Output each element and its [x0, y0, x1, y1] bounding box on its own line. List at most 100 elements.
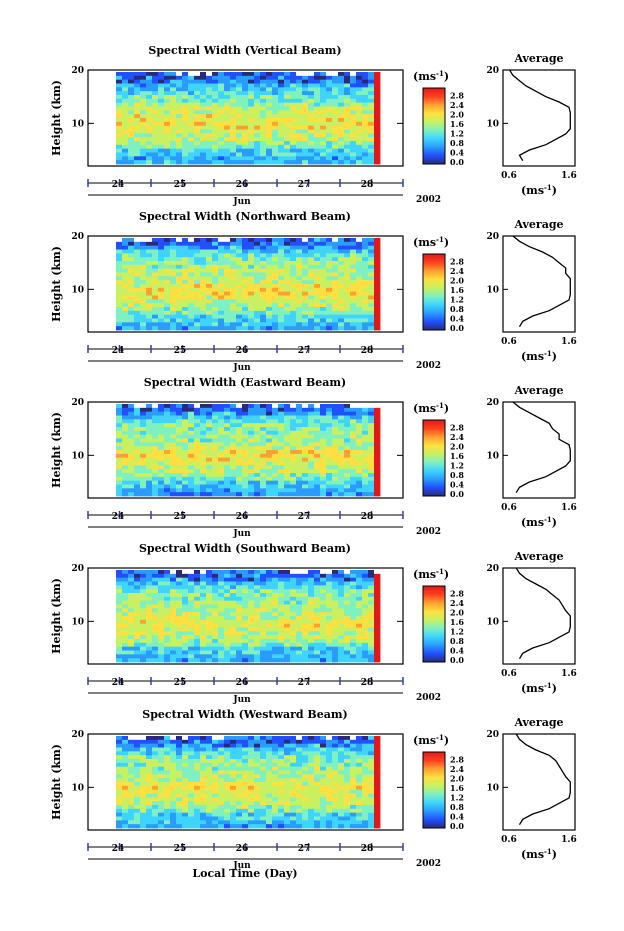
- heatmap-cell: [122, 276, 129, 281]
- heatmap-cell: [236, 642, 243, 648]
- heatmap-cell: [248, 473, 255, 478]
- heatmap-cell: [248, 743, 255, 748]
- heatmap-cell: [284, 488, 291, 493]
- heatmap-cell: [206, 484, 213, 489]
- heatmap-cell: [254, 287, 261, 293]
- heatmap-cell: [212, 646, 219, 651]
- heatmap-cell: [152, 465, 159, 470]
- heatmap-cell: [308, 148, 315, 153]
- heatmap-cell: [158, 816, 165, 821]
- heatmap-cell: [302, 245, 309, 250]
- heatmap-cell: [128, 144, 135, 150]
- heatmap-cell: [194, 589, 201, 594]
- heatmap-cell: [140, 419, 147, 424]
- heatmap-cell: [284, 295, 291, 300]
- heatmap-cell: [164, 268, 171, 273]
- heatmap-cell: [356, 114, 363, 119]
- heatmap-cell: [284, 152, 291, 157]
- heatmap-cell: [326, 95, 333, 100]
- heatmap-cell: [350, 295, 357, 300]
- heatmap-cell: [272, 95, 279, 100]
- heatmap-cell: [212, 129, 219, 134]
- heatmap-cell: [326, 639, 333, 644]
- heatmap-cell: [260, 291, 267, 296]
- heatmap-cell: [356, 407, 363, 413]
- heatmap-cell: [176, 492, 183, 497]
- heatmap-cell: [302, 152, 309, 157]
- heatmap-cell: [116, 125, 123, 130]
- heatmap-cell: [350, 152, 357, 157]
- heatmap-cell: [236, 461, 243, 466]
- heatmap-cell: [194, 747, 201, 752]
- heatmap-cell: [140, 465, 147, 470]
- heatmap-cell: [362, 291, 369, 296]
- heatmap-cell: [218, 257, 225, 262]
- plot-frame: [87, 235, 404, 333]
- heatmap-cell: [350, 600, 357, 605]
- heatmap-cell: [194, 476, 201, 482]
- heatmap-cell: [302, 257, 309, 262]
- heatmap-cell: [152, 604, 159, 609]
- heatmap-cell: [182, 110, 189, 115]
- heatmap-cell: [236, 137, 243, 142]
- heatmap-cell: [320, 156, 327, 161]
- heatmap-cell: [272, 616, 279, 621]
- heatmap-cell: [326, 642, 333, 648]
- heatmap-cell: [260, 95, 267, 100]
- heatmap-cell: [146, 404, 153, 409]
- heatmap-cell: [188, 589, 195, 594]
- heatmap-cell: [278, 238, 285, 243]
- heatmap-cell: [302, 83, 309, 88]
- heatmap-cell: [338, 423, 345, 428]
- heatmap-cell: [140, 581, 147, 586]
- heatmap-cell: [224, 307, 231, 312]
- heatmap-cell: [302, 125, 309, 130]
- heatmap-cell: [338, 114, 345, 119]
- heatmap-cell: [284, 75, 291, 81]
- heatmap-cell: [128, 484, 135, 489]
- heatmap-cell: [122, 287, 129, 293]
- heatmap-cell: [224, 450, 231, 455]
- heatmap-cell: [140, 407, 147, 413]
- heatmap-cell: [332, 581, 339, 586]
- heatmap-cell: [314, 72, 321, 77]
- heatmap-cell: [302, 639, 309, 644]
- heatmap-cell: [368, 257, 375, 262]
- heatmap-cell: [134, 820, 141, 825]
- heatmap-cell: [236, 465, 243, 470]
- heatmap-cell: [194, 616, 201, 621]
- heatmap-cell: [122, 461, 129, 466]
- heatmap-cell: [188, 469, 195, 474]
- heatmap-cell: [332, 152, 339, 157]
- heatmap-cell: [260, 453, 267, 459]
- heatmap-cell: [164, 450, 171, 455]
- heatmap-cell: [194, 129, 201, 134]
- heatmap-cell: [206, 654, 213, 659]
- heatmap-cell: [356, 635, 363, 640]
- heatmap-cell: [356, 581, 363, 586]
- heatmap-cell: [146, 133, 153, 138]
- heatmap-cell: [242, 404, 249, 409]
- heatmap-cell: [128, 121, 135, 127]
- heatmap-cell: [362, 95, 369, 100]
- heatmap-cell: [200, 469, 207, 474]
- heatmap-cell: [128, 465, 135, 470]
- heatmap-cell: [194, 623, 201, 628]
- heatmap-cell: [344, 287, 351, 293]
- heatmap-cell: [374, 272, 381, 277]
- heatmap-cell: [212, 98, 219, 104]
- average-x-tick-label: 1.6: [561, 337, 577, 347]
- heatmap-cell: [362, 453, 369, 459]
- heatmap-cell: [230, 469, 237, 474]
- heatmap-cell: [290, 619, 297, 625]
- heatmap-cell: [368, 307, 375, 312]
- heatmap-cell: [290, 280, 297, 285]
- heatmap-cell: [122, 148, 129, 153]
- heatmap-cell: [254, 627, 261, 632]
- heatmap-cell: [200, 264, 207, 270]
- heatmap-cell: [140, 318, 147, 323]
- heatmap-cell: [152, 307, 159, 312]
- heatmap-cell: [314, 573, 321, 579]
- heatmap-cell: [158, 322, 165, 327]
- heatmap-cell: [254, 801, 261, 806]
